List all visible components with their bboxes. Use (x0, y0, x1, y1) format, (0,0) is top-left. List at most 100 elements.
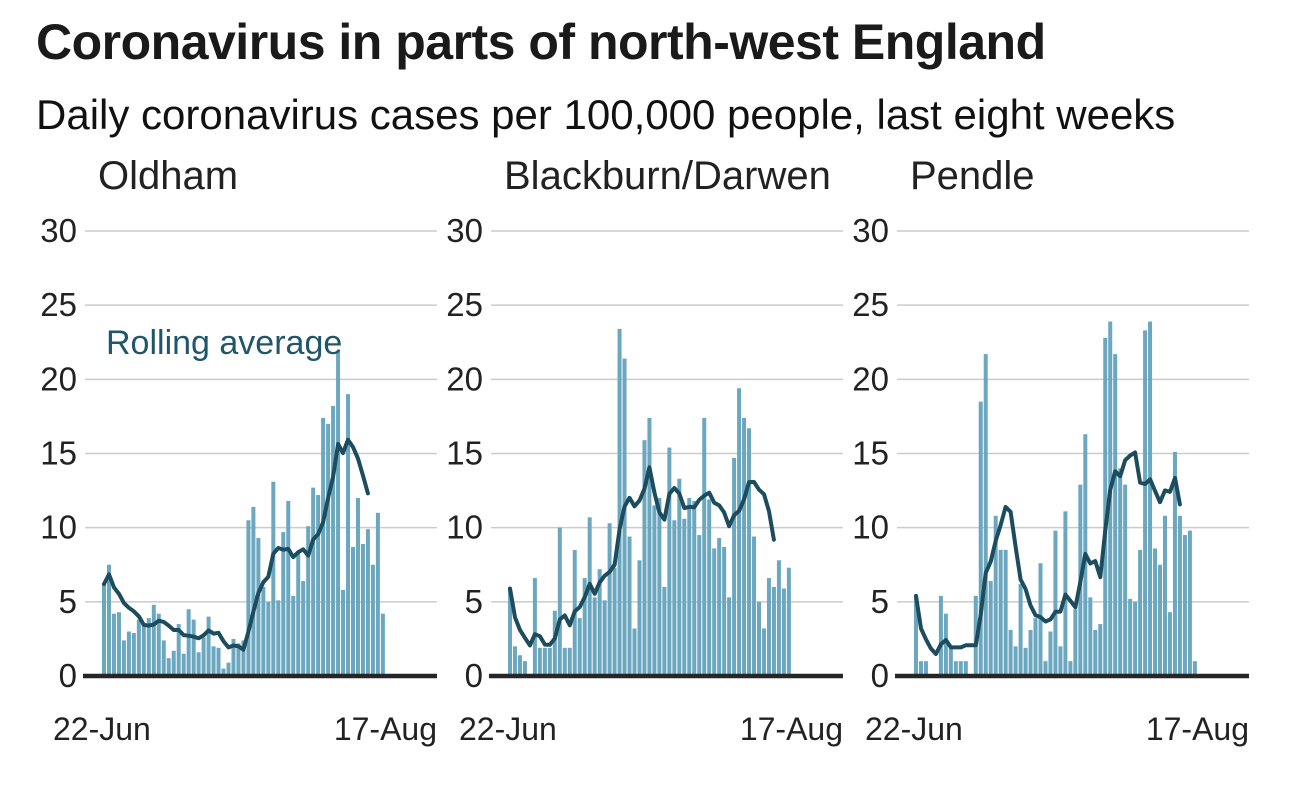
bar (1073, 608, 1078, 676)
bar (642, 439, 647, 676)
bar (607, 522, 612, 676)
y-axis-label: 15 (446, 434, 483, 471)
bar (542, 647, 547, 676)
bar (687, 497, 692, 676)
bar (672, 519, 677, 676)
rolling-average-label: Rolling average (106, 324, 342, 362)
bar (1158, 564, 1163, 676)
bar (567, 647, 572, 676)
bar (316, 494, 321, 676)
bar (918, 660, 923, 676)
bar (1138, 549, 1143, 676)
bar (712, 548, 717, 676)
bar (216, 647, 221, 676)
bar (226, 662, 231, 676)
bar (296, 552, 301, 676)
bar (355, 497, 360, 676)
bar (562, 647, 567, 676)
y-axis-label: 20 (446, 360, 483, 397)
bar (161, 640, 166, 676)
bar (291, 595, 296, 676)
y-axis-label: 10 (40, 508, 77, 545)
bar (717, 537, 722, 676)
bar (251, 506, 256, 676)
bar (781, 588, 786, 676)
bar (1133, 601, 1138, 676)
bar (537, 647, 542, 676)
bar (1143, 330, 1148, 676)
y-axis-label: 0 (465, 657, 483, 694)
bar (938, 595, 943, 676)
bar (627, 536, 632, 676)
bar (231, 638, 236, 676)
bar (577, 617, 582, 676)
bar (1192, 660, 1197, 676)
y-axis-label: 15 (40, 434, 77, 471)
bar (978, 401, 983, 676)
bar (597, 568, 602, 676)
bar (1058, 646, 1063, 676)
chart-panel-oldham: Oldham 0 5 10 15 20 25 30 Rolling average 22-Jun 1… (33, 152, 439, 747)
bar (1153, 548, 1158, 676)
bar (757, 601, 761, 676)
y-axis-label: 25 (852, 286, 889, 323)
bar (151, 604, 156, 676)
y-axis-label: 25 (40, 286, 77, 323)
bar (727, 597, 732, 676)
bar (301, 580, 306, 676)
page: Coronavirus in parts of north-west Engla… (33, 14, 1251, 747)
bar (1023, 647, 1028, 676)
bar (1172, 451, 1177, 676)
bar (948, 647, 953, 676)
bar (662, 586, 667, 676)
x-axis-label-end: 17-Aug (1146, 711, 1249, 747)
bar (1008, 629, 1013, 676)
y-axis-label: 5 (871, 583, 889, 620)
bar (370, 564, 375, 676)
y-axis-label: 30 (40, 212, 77, 249)
bar (1167, 611, 1172, 676)
bar (702, 417, 707, 676)
chart-svg-blackburn-darwen: 0 5 10 15 20 25 30 22-Jun 17-Aug (446, 212, 843, 747)
bar (121, 640, 126, 676)
y-axis-label: 5 (465, 583, 483, 620)
chart-svg-pendle: 0 5 10 15 20 25 30 22-Jun 17-Aug (852, 212, 1249, 747)
bar (346, 393, 351, 676)
bar (1043, 660, 1048, 676)
bar (1028, 629, 1033, 676)
bar (1018, 583, 1023, 676)
chart-panel-pendle: Pendle 0 5 10 15 20 25 30 22-Jun 17-Aug (845, 152, 1251, 747)
bar (602, 600, 607, 676)
bar (1128, 598, 1133, 676)
bar (276, 600, 281, 676)
bar (612, 567, 617, 676)
bar (236, 643, 241, 676)
x-axis-label-end: 17-Aug (334, 711, 437, 747)
bar (761, 628, 766, 676)
bar (958, 660, 963, 676)
bar (508, 588, 512, 676)
bar (747, 427, 752, 676)
bar (211, 646, 216, 676)
bar (1148, 321, 1153, 676)
bar (923, 660, 928, 676)
bar (241, 640, 246, 676)
bar (647, 417, 652, 676)
bar (742, 417, 747, 676)
bar (126, 631, 131, 676)
bar (306, 525, 311, 676)
page-title: Coronavirus in parts of north-west Engla… (36, 14, 1046, 70)
bar (102, 583, 106, 676)
bar (1088, 597, 1093, 676)
bar (111, 613, 116, 676)
bar (380, 613, 385, 676)
bar (341, 589, 346, 676)
bar (221, 668, 226, 676)
y-axis-label: 10 (852, 508, 889, 545)
bar (776, 559, 781, 676)
bar (311, 487, 316, 676)
x-axis-label-end: 17-Aug (740, 711, 843, 747)
bar (1113, 353, 1118, 676)
x-axis-label-start: 22-Jun (53, 711, 151, 747)
y-axis-label: 25 (446, 286, 483, 323)
